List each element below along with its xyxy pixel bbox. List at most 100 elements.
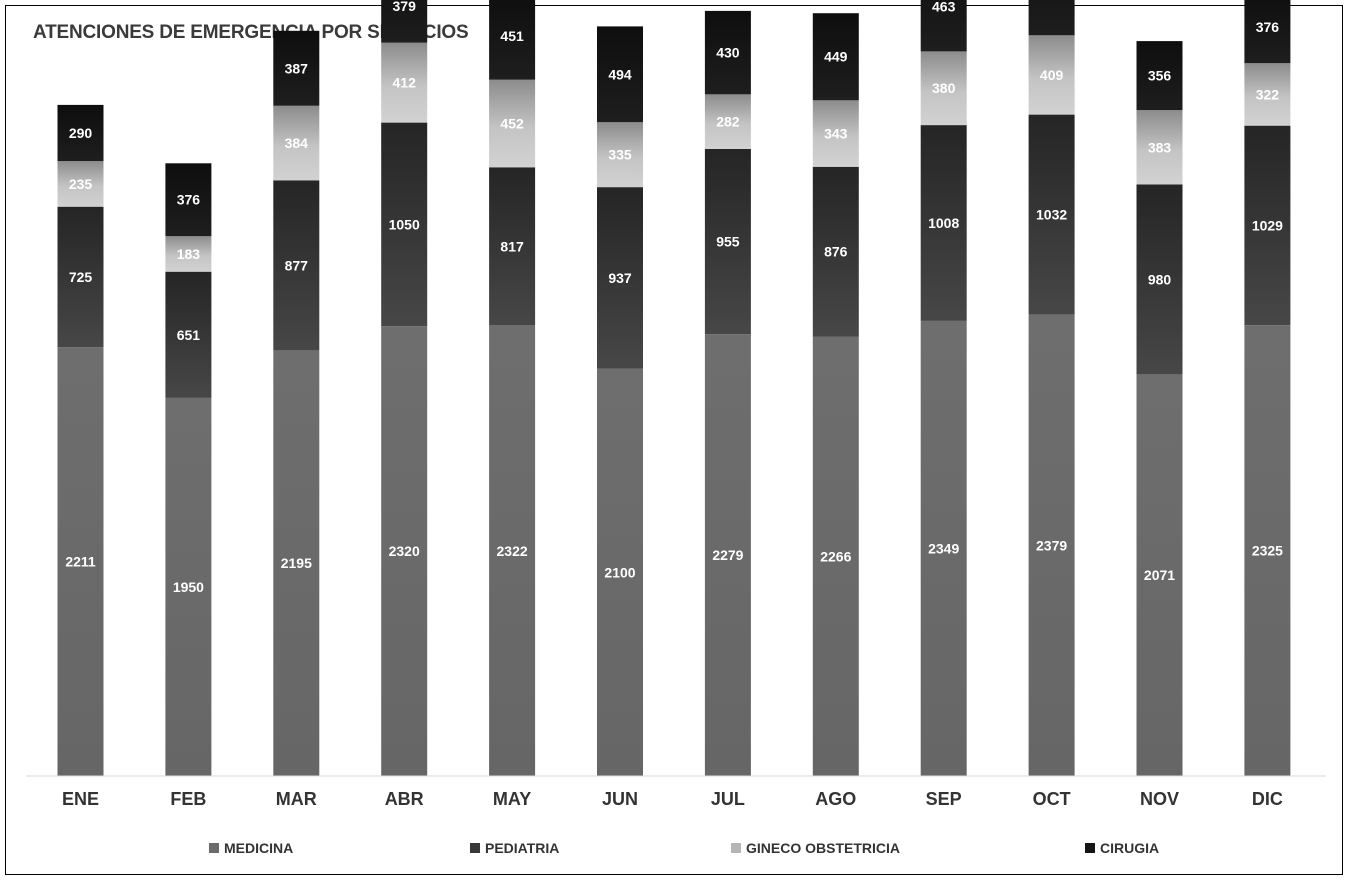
data-label-cirugia-dic: 376: [1256, 19, 1280, 35]
x-tick-oct: OCT: [1033, 789, 1071, 809]
data-label-cirugia-jun: 494: [608, 66, 632, 82]
data-label-pediatria-nov: 980: [1148, 271, 1172, 287]
bar-gineco-obstetricia-ago: [812, 100, 859, 167]
bar-cirugia-mar: [273, 30, 320, 106]
legend-item-pediatria: PEDIATRIA: [470, 840, 559, 856]
bar-gineco-obstetricia-nov: [1136, 110, 1183, 185]
bar-medicina-abr: [381, 326, 428, 776]
bar-cirugia-nov: [1136, 41, 1183, 111]
data-label-gineco-obstetricia-feb: 183: [177, 246, 201, 262]
bar-pediatria-jun: [597, 187, 643, 369]
bar-gineco-obstetricia-dic: [1244, 63, 1291, 126]
data-label-gineco-obstetricia-may: 452: [500, 116, 524, 132]
data-label-gineco-obstetricia-jul: 282: [716, 114, 740, 130]
data-label-gineco-obstetricia-dic: 322: [1256, 86, 1280, 102]
bar-pediatria-ago: [812, 166, 859, 337]
data-label-medicina-jun: 2100: [604, 564, 635, 580]
bar-cirugia-may: [489, 0, 536, 80]
data-label-medicina-abr: 2320: [389, 543, 420, 559]
legend-swatch-medicina: [209, 843, 219, 853]
data-label-medicina-may: 2322: [497, 543, 528, 559]
data-label-cirugia-ago: 449: [824, 49, 848, 65]
bar-pediatria-jul: [704, 148, 751, 335]
bar-pediatria-abr: [381, 122, 428, 327]
bar-pediatria-may: [489, 167, 536, 326]
x-tick-jul: JUL: [711, 789, 745, 809]
chart-title: ATENCIONES DE EMERGENCIA POR SERVICIOS: [33, 22, 469, 43]
x-tick-labels: ENE FEB MAR ABR MAY JUN JUL AGO SEP OCT NOV DIC: [62, 789, 1283, 809]
data-label-pediatria-abr: 1050: [389, 216, 420, 232]
data-label-gineco-obstetricia-sep: 380: [932, 80, 956, 96]
data-label-pediatria-jul: 955: [716, 234, 740, 250]
data-label-pediatria-ene: 725: [69, 269, 93, 285]
data-label-gineco-obstetricia-ago: 343: [824, 126, 848, 142]
bar-gineco-obstetricia-mar: [273, 105, 320, 181]
data-label-gineco-obstetricia-mar: 384: [285, 135, 309, 151]
bar-pediatria-dic: [1244, 125, 1291, 326]
legend-item-gineco-obstetricia: GINECO OBSTETRICIA: [731, 840, 900, 856]
data-label-pediatria-feb: 651: [177, 327, 201, 343]
data-label-medicina-feb: 1950: [173, 579, 204, 595]
data-label-cirugia-ene: 290: [69, 125, 93, 141]
bar-medicina-ago: [812, 336, 859, 776]
x-tick-feb: FEB: [170, 789, 206, 809]
bar-cirugia-dic: [1244, 0, 1291, 64]
bar-pediatria-ene: [57, 206, 104, 348]
bar-cirugia-oct: [1028, 0, 1075, 36]
data-label-medicina-dic: 2325: [1252, 543, 1283, 559]
x-tick-jun: JUN: [602, 789, 638, 809]
data-label-pediatria-mar: 877: [285, 257, 309, 273]
x-tick-abr: ABR: [385, 789, 424, 809]
data-label-pediatria-oct: 1032: [1036, 207, 1067, 223]
bar-pediatria-sep: [920, 125, 967, 321]
x-tick-ene: ENE: [62, 789, 99, 809]
x-tick-mar: MAR: [276, 789, 317, 809]
bar-medicina-nov: [1136, 374, 1183, 776]
bar-cirugia-sep: [920, 0, 967, 52]
x-tick-sep: SEP: [926, 789, 962, 809]
bar-gineco-obstetricia-may: [489, 79, 536, 168]
data-label-medicina-oct: 2379: [1036, 537, 1067, 553]
bar-medicina-sep: [920, 320, 967, 776]
bar-gineco-obstetricia-jul: [704, 94, 751, 149]
data-label-medicina-sep: 2349: [928, 540, 959, 556]
data-label-gineco-obstetricia-nov: 383: [1148, 139, 1172, 155]
bar-cirugia-abr: [381, 0, 428, 43]
data-label-cirugia-jul: 430: [716, 45, 740, 61]
bar-cirugia-jul: [704, 10, 751, 95]
legend-item-medicina: MEDICINA: [209, 840, 293, 856]
bar-medicina-jun: [597, 368, 643, 776]
data-label-pediatria-sep: 1008: [928, 215, 959, 231]
bar-medicina-mar: [273, 350, 320, 776]
data-label-medicina-nov: 2071: [1144, 567, 1175, 583]
x-tick-dic: DIC: [1252, 789, 1283, 809]
bar-pediatria-oct: [1028, 114, 1075, 315]
legend-item-cirugia: CIRUGIA: [1085, 840, 1159, 856]
data-label-pediatria-ago: 876: [824, 244, 848, 260]
data-label-cirugia-mar: 387: [285, 60, 309, 76]
x-tick-ago: AGO: [815, 789, 856, 809]
bar-gineco-obstetricia-oct: [1028, 35, 1075, 115]
bar-medicina-dic: [1244, 325, 1291, 776]
data-label-gineco-obstetricia-ene: 235: [69, 176, 93, 192]
bar-pediatria-mar: [273, 180, 320, 351]
legend-label-pediatria: PEDIATRIA: [485, 840, 560, 856]
legend: MEDICINA PEDIATRIA GINECO OBSTETRICIA CI…: [0, 840, 1350, 864]
bar-gineco-obstetricia-sep: [920, 51, 967, 126]
legend-label-medicina: MEDICINA: [224, 840, 294, 856]
data-label-pediatria-may: 817: [500, 239, 524, 255]
data-label-pediatria-jun: 937: [608, 270, 632, 286]
bar-cirugia-feb: [165, 163, 212, 237]
bar-medicina-feb: [165, 397, 212, 776]
data-label-gineco-obstetricia-jun: 335: [608, 147, 632, 163]
bar-gineco-obstetricia-feb: [165, 236, 212, 272]
bar-gineco-obstetricia-abr: [381, 42, 428, 123]
data-label-medicina-mar: 2195: [281, 555, 312, 571]
chart-frame: [5, 5, 1343, 875]
bar-cirugia-ene: [57, 104, 104, 162]
data-label-cirugia-sep: 463: [932, 0, 956, 15]
legend-swatch-gineco-obstetricia: [731, 843, 741, 853]
bar-cirugia-ago: [812, 13, 859, 101]
legend-swatch-cirugia: [1085, 843, 1095, 853]
